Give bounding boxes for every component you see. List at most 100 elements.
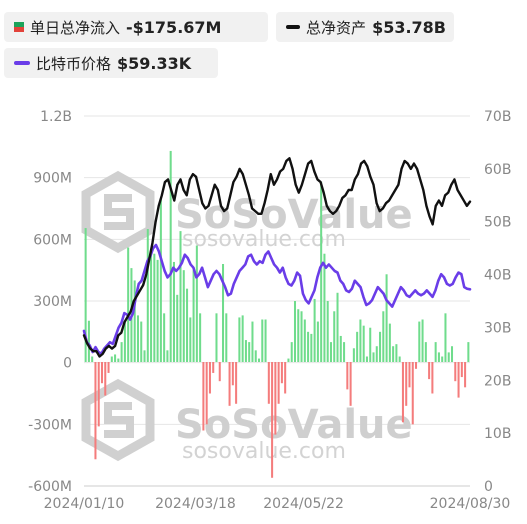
outflow-bar — [100, 362, 104, 384]
inflow-bar — [146, 229, 149, 362]
legend-value-net-inflow: -$175.67M — [126, 17, 222, 37]
outflow-bar — [464, 362, 467, 388]
inflow-bar — [421, 319, 424, 362]
outflow-bar — [401, 362, 404, 423]
inflow-bar — [91, 356, 94, 362]
inflow-bar — [136, 315, 139, 362]
outflow-bar — [235, 362, 238, 404]
net-assets-line — [82, 157, 472, 358]
inflow-bar — [359, 319, 362, 362]
inflow-bar — [238, 317, 241, 362]
inflow-bar — [251, 321, 254, 362]
right-axis-tick-label: 20B — [484, 373, 511, 389]
outflow-bar — [271, 362, 274, 478]
right-axis-tick-label: 10B — [484, 426, 511, 442]
legend-label-net-assets: 总净资产 — [306, 18, 367, 37]
x-axis-tick-label: 2024/08/30 — [430, 496, 511, 512]
inflow-bar — [241, 315, 244, 362]
inflow-bar — [395, 344, 398, 362]
inflow-bar — [163, 313, 166, 362]
legend-label-net-inflow: 单日总净流入 — [30, 18, 121, 37]
inflow-bar — [310, 333, 313, 362]
right-axis-tick-label: 60B — [484, 162, 511, 178]
inflow-bar — [362, 325, 365, 362]
inflow-bar — [257, 358, 261, 362]
sosovalue-logo-icon — [81, 378, 155, 462]
inflow-bar — [225, 313, 228, 362]
inflow-bar — [379, 331, 382, 362]
inflow-bar — [467, 342, 470, 362]
outflow-bar — [408, 362, 411, 388]
inflow-bar — [424, 342, 427, 362]
left-axis-tick-label: 300M — [33, 294, 72, 310]
legend-item-net-inflow[interactable]: 单日总净流入 -$175.67M — [4, 12, 268, 42]
inflow-bar — [441, 356, 444, 362]
left-axis-tick-label: -600M — [28, 479, 72, 495]
inflow-bar — [320, 181, 323, 362]
x-axis-tick-label: 2024/05/22 — [263, 496, 344, 512]
legend-label-btc-price: 比特币价格 — [36, 54, 112, 73]
inflow-bar — [179, 231, 182, 362]
watermark-brand-text: SoSoValue — [175, 192, 413, 238]
outflow-bar — [460, 362, 463, 378]
inflow-bar — [444, 313, 447, 362]
inflow-bar — [215, 313, 218, 362]
inflow-bar — [248, 342, 251, 362]
inflow-bar — [140, 321, 143, 362]
inflow-bar — [222, 264, 225, 362]
inflow-bar — [244, 340, 247, 362]
inflow-bar — [326, 301, 329, 362]
outflow-bar — [277, 362, 280, 404]
inflow-bar — [189, 317, 192, 362]
watermark-url-text: sosovalue.com — [182, 439, 346, 464]
inflow-bar — [336, 292, 339, 362]
inflow-bar — [437, 352, 440, 362]
logo-s-mark — [104, 194, 134, 230]
outflow-bar — [415, 362, 418, 369]
legend-item-net-assets[interactable]: 总净资产 $53.78B — [276, 12, 454, 42]
inflow-bar — [375, 346, 378, 362]
right-axis-tick-label: 0 — [484, 479, 493, 495]
inflow-bar — [186, 288, 189, 362]
outflow-bar — [208, 362, 211, 394]
left-axis-tick-label: 900M — [33, 171, 72, 187]
logo-hexagon — [81, 170, 155, 254]
left-axis-tick-label: 600M — [33, 232, 72, 248]
outflow-bar — [280, 362, 283, 384]
inflow-bar — [293, 301, 297, 362]
inflow-bar — [297, 309, 300, 362]
outflow-bar — [104, 362, 107, 396]
outflow-bar — [411, 362, 414, 425]
inflow-bar — [369, 327, 372, 362]
inflow-bar — [365, 356, 368, 362]
outflow-bar — [97, 362, 100, 427]
watermark-url-text: sosovalue.com — [182, 227, 346, 252]
inflow-bar — [339, 335, 342, 362]
outflow-bar — [267, 362, 270, 404]
inflow-bar — [254, 350, 257, 362]
inflow-bar — [192, 270, 195, 362]
x-axis-tick-label: 2024/01/10 — [44, 496, 125, 512]
inflow-bar — [150, 249, 153, 362]
net-assets-line-swatch-icon — [286, 25, 301, 29]
inflow-bar — [418, 321, 421, 362]
inflow-bar — [117, 358, 120, 362]
series-lines — [82, 157, 472, 358]
inflow-bar — [84, 228, 87, 362]
inflow-bar — [261, 319, 264, 362]
inflow-bar — [352, 348, 355, 362]
inflow-bar — [133, 280, 136, 362]
inflow-bar — [172, 261, 175, 362]
outflow-bar — [405, 362, 408, 406]
legend-item-btc-price[interactable]: 比特币价格 $59.33K — [4, 48, 218, 78]
outflow-bar — [431, 362, 434, 394]
inflow-bar — [264, 319, 267, 362]
inflow-bar — [385, 274, 388, 362]
inflow-bar — [329, 342, 332, 362]
legend-value-net-assets: $53.78B — [372, 17, 446, 37]
inflow-bar — [114, 354, 117, 362]
inflow-bar — [316, 321, 319, 362]
inflow-bar — [343, 342, 346, 362]
inflow-bar — [110, 356, 113, 362]
